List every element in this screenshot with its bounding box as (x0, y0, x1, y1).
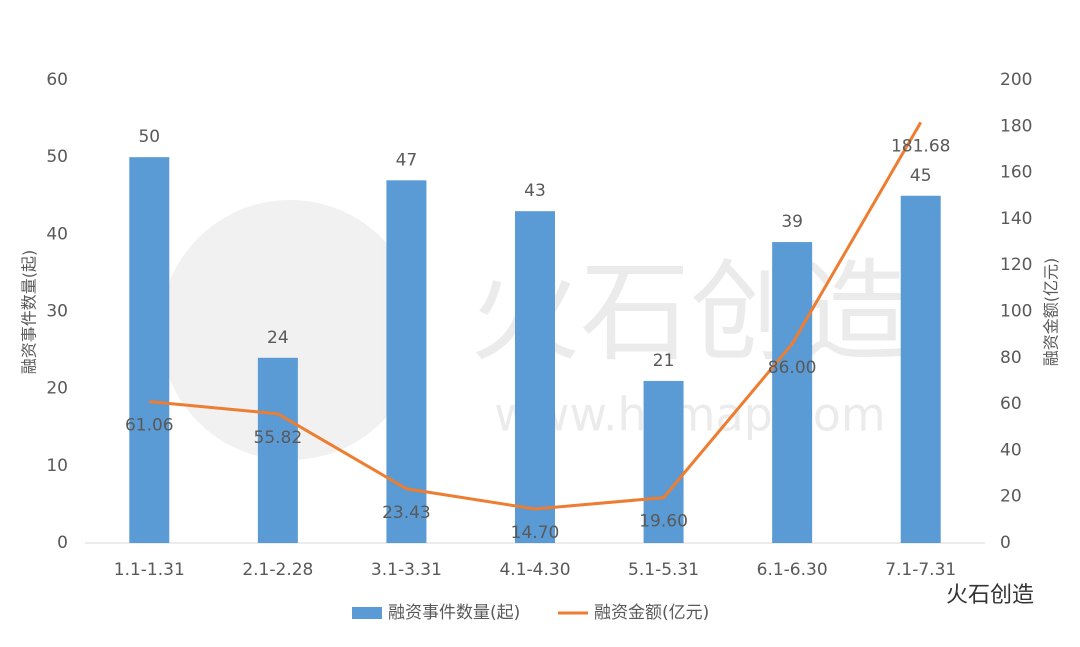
bar (900, 195, 941, 543)
watermark-flame (160, 200, 420, 460)
bar-value-label: 21 (653, 351, 675, 371)
logo: 火石创造 (946, 583, 1034, 608)
y2-tick-label: 40 (1000, 440, 1022, 460)
bar-value-label: 24 (267, 328, 289, 348)
line-value-label: 19.60 (639, 512, 688, 532)
bar-value-label: 45 (910, 166, 932, 186)
line-value-label: 23.43 (382, 503, 431, 523)
x-tick-label: 3.1-3.31 (371, 560, 442, 580)
bar (129, 157, 170, 543)
bar (257, 357, 298, 543)
line-value-label: 86.00 (768, 358, 817, 378)
line-value-label: 181.68 (891, 136, 950, 156)
y-tick-label: 30 (46, 302, 68, 322)
y-tick-label: 40 (46, 224, 68, 244)
y2-tick-label: 80 (1000, 348, 1022, 368)
y-axis-label: 融资事件数量(起) (20, 250, 39, 375)
y2-tick-label: 140 (1000, 209, 1032, 229)
y-tick-label: 0 (57, 533, 68, 553)
y-tick-label: 20 (46, 379, 68, 399)
bar-value-label: 47 (396, 150, 418, 170)
bar (515, 211, 555, 543)
x-tick-label: 5.1-5.31 (628, 560, 699, 580)
y2-axis-label: 融资金额(亿元) (1042, 258, 1061, 367)
x-tick-label: 2.1-2.28 (242, 560, 313, 580)
y2-tick-label: 0 (1000, 533, 1011, 553)
line-value-label: 14.70 (511, 523, 560, 543)
legend-label: 融资金额(亿元) (594, 603, 709, 623)
bar-value-label: 39 (781, 212, 803, 232)
legend-label: 融资事件数量(起) (388, 603, 520, 623)
bar (643, 380, 684, 543)
y2-tick-label: 120 (1000, 255, 1032, 275)
legend-swatch (352, 607, 382, 619)
y2-tick-label: 200 (1000, 70, 1032, 90)
y2-tick-label: 160 (1000, 163, 1032, 183)
y2-tick-label: 180 (1000, 116, 1032, 136)
y-tick-label: 60 (46, 70, 68, 90)
x-tick-label: 4.1-4.30 (499, 560, 570, 580)
bar-value-label: 43 (524, 181, 546, 201)
watermark-url: www.hsmap.com (494, 388, 885, 442)
bar-value-label: 50 (138, 127, 160, 147)
y2-tick-label: 20 (1000, 487, 1022, 507)
bar (772, 242, 813, 544)
y-tick-label: 50 (46, 147, 68, 167)
y2-tick-label: 100 (1000, 302, 1032, 322)
line-value-label: 55.82 (254, 428, 303, 448)
y2-tick-label: 60 (1000, 394, 1022, 414)
y-tick-label: 10 (46, 456, 68, 476)
line (149, 121, 923, 511)
x-tick-label: 7.1-7.31 (885, 560, 956, 580)
x-tick-label: 6.1-6.30 (757, 560, 828, 580)
x-tick-label: 1.1-1.31 (114, 560, 185, 580)
line-value-label: 61.06 (125, 416, 174, 436)
